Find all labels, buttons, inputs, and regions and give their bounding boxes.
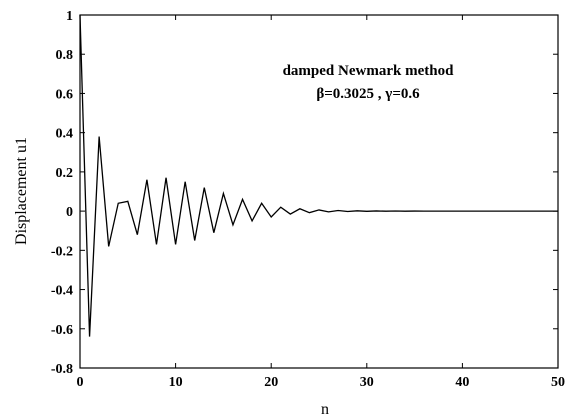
x-tick-label: 40 (455, 375, 469, 390)
y-tick-label: 0.4 (56, 127, 74, 142)
y-tick-label: -0.4 (51, 284, 73, 299)
y-tick-label: 0.6 (56, 87, 74, 102)
x-tick-label: 30 (360, 375, 374, 390)
y-axis-label: Displacement u1 (13, 137, 30, 245)
x-tick-label: 0 (77, 375, 84, 390)
tick-labels-group: 0 10 20 30 40 50 -0.8 -0.6 -0.4 -0.2 0 0.2 0.4 0.6 0.8… (51, 9, 565, 390)
y-tick-label: 1 (66, 9, 73, 24)
plot-frame (79, 14, 559, 369)
x-tick-label: 50 (551, 375, 565, 390)
y-tick-label: -0.2 (51, 244, 73, 259)
x-tick-label: 20 (264, 375, 278, 390)
y-tick-label: 0.8 (56, 48, 74, 63)
y-tick-label: 0.2 (56, 166, 74, 181)
annotation-params: β=0.3025 , γ=0.6 (316, 86, 420, 102)
y-tick-label: 0 (66, 205, 73, 220)
y-tick-label: -0.8 (51, 362, 73, 377)
x-tick-label: 10 (169, 375, 183, 390)
x-axis-label: n (321, 401, 329, 418)
series-line (79, 14, 558, 337)
y-tick-label: -0.6 (51, 323, 73, 338)
annotation-method: damped Newmark method (283, 63, 454, 79)
